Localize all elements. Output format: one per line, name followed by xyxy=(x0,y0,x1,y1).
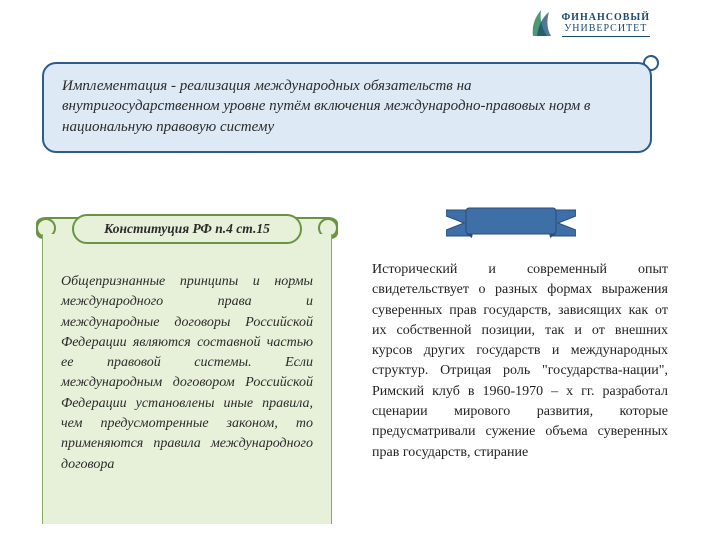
constitution-title-text: Конституция РФ п.4 ст.15 xyxy=(104,221,270,236)
definition-text: Имплементация - реализация международных… xyxy=(62,78,590,135)
logo-line2: УНИВЕРСИТЕТ xyxy=(562,23,650,34)
logo-line1: ФИНАНСОВЫЙ xyxy=(562,12,650,23)
historical-text-content: Исторический и современный опыт свидетел… xyxy=(372,262,668,460)
logo-mark-icon xyxy=(529,8,555,40)
constitution-title: Конституция РФ п.4 ст.15 xyxy=(72,214,302,244)
scroll-body: Общепризнанные принципы и нормы междунар… xyxy=(42,234,332,524)
university-logo: ФИНАНСОВЫЙ УНИВЕРСИТЕТ xyxy=(529,8,650,40)
constitution-scroll: Общепризнанные принципы и нормы междунар… xyxy=(42,208,332,540)
logo-text: ФИНАНСОВЫЙ УНИВЕРСИТЕТ xyxy=(562,12,650,37)
historical-text: Исторический и современный опыт свидетел… xyxy=(372,260,668,463)
definition-box: Имплементация - реализация международных… xyxy=(42,62,652,153)
ribbon-banner-icon xyxy=(446,206,576,240)
constitution-body-text: Общепризнанные принципы и нормы междунар… xyxy=(61,272,313,475)
